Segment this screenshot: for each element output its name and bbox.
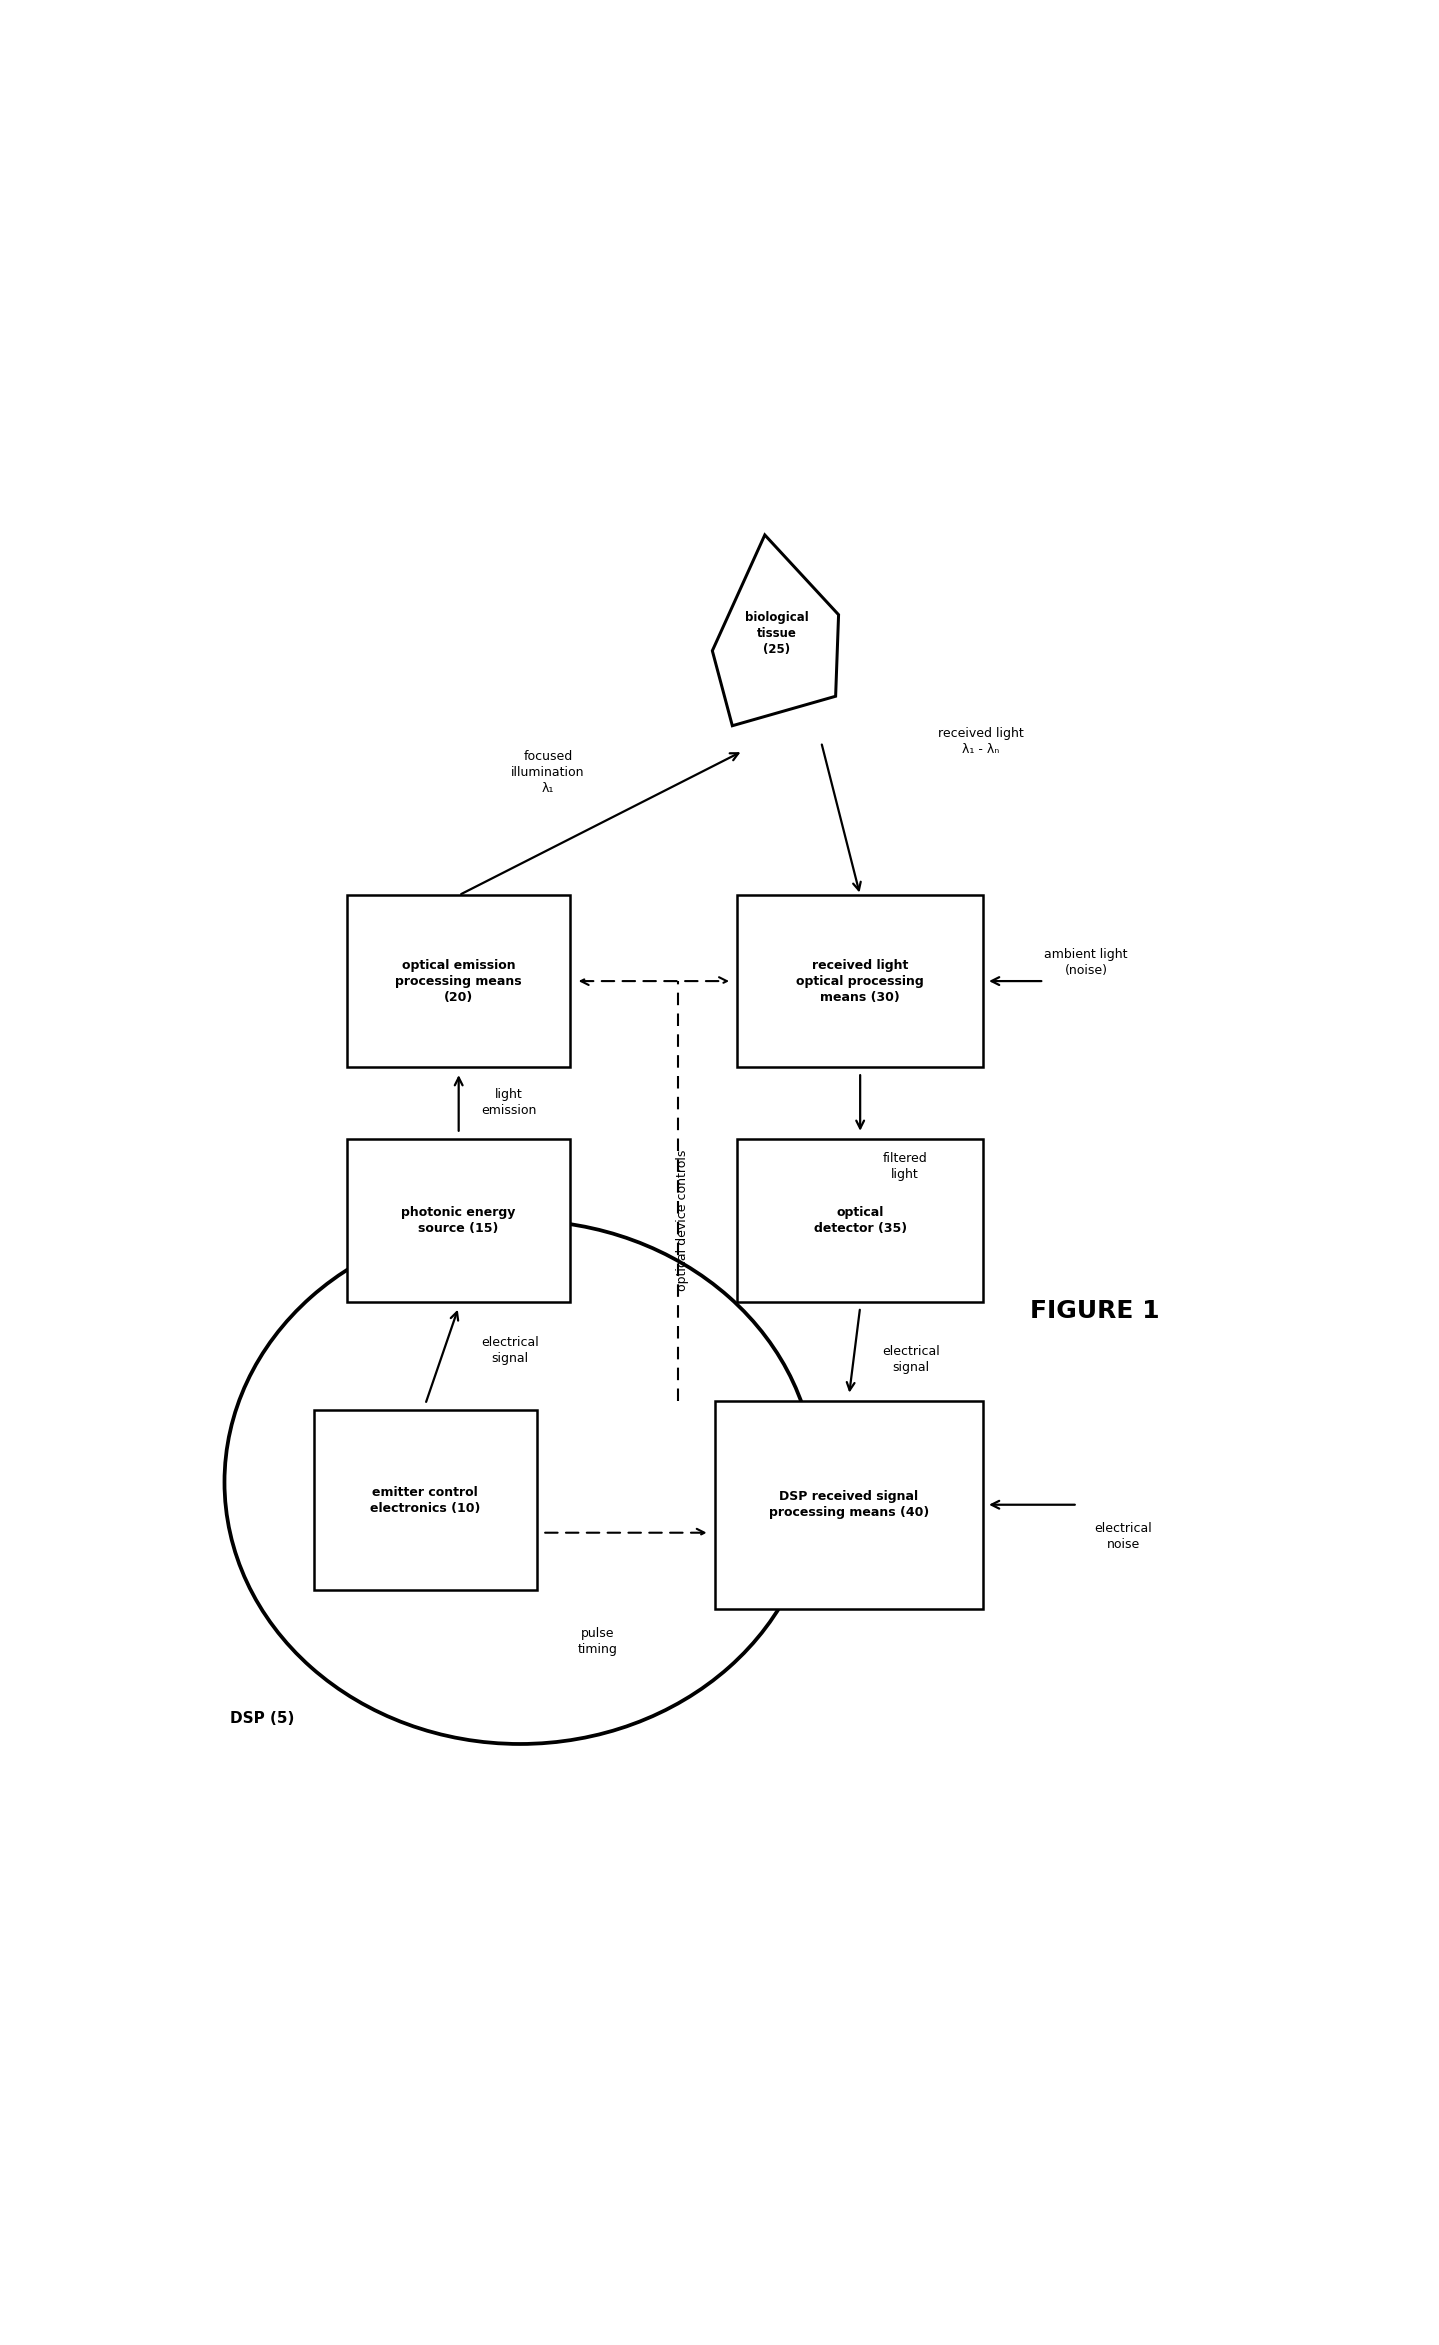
Text: DSP received signal
processing means (40): DSP received signal processing means (40… [768,1489,930,1520]
FancyBboxPatch shape [715,1400,983,1609]
Text: optical emission
processing means
(20): optical emission processing means (20) [396,959,522,1004]
Text: biological
tissue
(25): biological tissue (25) [744,612,809,657]
Text: received light
λ₁ - λₙ: received light λ₁ - λₙ [938,727,1025,757]
Text: DSP (5): DSP (5) [230,1712,295,1726]
Text: electrical
noise: electrical noise [1094,1522,1153,1550]
Text: photonic energy
source (15): photonic energy source (15) [401,1205,515,1236]
FancyBboxPatch shape [738,1140,983,1301]
Text: optical device controls: optical device controls [676,1149,689,1292]
Text: light
emission: light emission [481,1088,537,1119]
FancyBboxPatch shape [347,1140,570,1301]
Text: focused
illumination
λ₁: focused illumination λ₁ [511,750,584,795]
FancyBboxPatch shape [738,896,983,1067]
Polygon shape [712,535,839,725]
FancyBboxPatch shape [347,896,570,1067]
Text: electrical
signal: electrical signal [882,1346,940,1374]
Text: electrical
signal: electrical signal [481,1337,538,1365]
Text: emitter control
electronics (10): emitter control electronics (10) [370,1487,481,1515]
Text: optical
detector (35): optical detector (35) [813,1205,907,1236]
FancyBboxPatch shape [314,1409,537,1590]
Text: FIGURE 1: FIGURE 1 [1029,1299,1160,1323]
Text: ambient light
(noise): ambient light (noise) [1045,947,1128,976]
Text: filtered
light: filtered light [882,1151,927,1180]
Text: pulse
timing: pulse timing [578,1627,617,1656]
Text: received light
optical processing
means (30): received light optical processing means … [796,959,924,1004]
